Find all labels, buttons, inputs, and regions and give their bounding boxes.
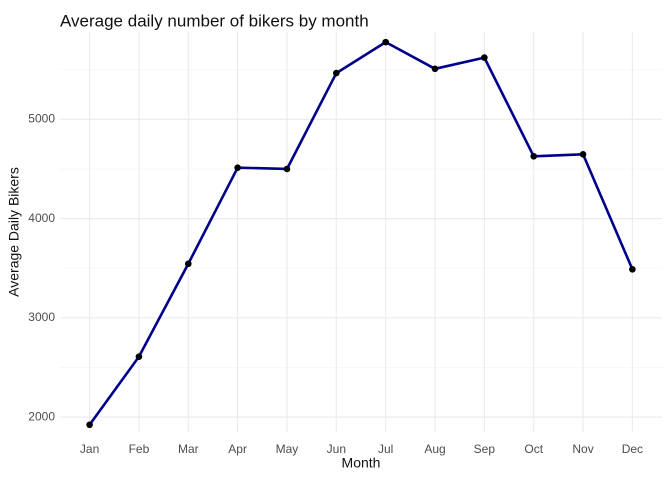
y-tick-label: 3000 — [28, 310, 55, 324]
x-tick-label: Oct — [524, 442, 543, 456]
y-tick-label: 4000 — [28, 211, 55, 225]
data-point — [234, 164, 241, 171]
y-tick-label: 5000 — [28, 112, 55, 126]
minor-gridlines — [60, 69, 662, 368]
x-tick-label: Mar — [178, 442, 199, 456]
data-point — [184, 260, 192, 268]
series-layer — [88, 40, 634, 427]
x-tick-label: May — [276, 442, 299, 456]
data-point — [629, 266, 636, 273]
data-point — [481, 54, 488, 61]
y-axis-title: Average Daily Bikers — [6, 167, 22, 297]
chart-title: Average daily number of bikers by month — [60, 11, 369, 30]
x-tick-label: Aug — [424, 442, 445, 456]
point-layer — [86, 38, 636, 429]
data-point — [382, 38, 389, 46]
x-tick-label: Sep — [474, 442, 496, 456]
data-point — [431, 65, 439, 73]
x-tick-label: Jul — [378, 442, 393, 456]
x-axis-ticks: Jan Feb Mar Apr May Jun Jul Aug Sep Oct Nov Dec — [80, 442, 643, 456]
x-tick-label: Dec — [622, 442, 643, 456]
data-point — [579, 150, 587, 158]
data-point — [86, 421, 93, 429]
data-point — [135, 353, 143, 360]
x-tick-label: Apr — [228, 442, 247, 456]
y-axis-ticks: 2000 3000 4000 5000 — [28, 112, 55, 424]
data-point — [530, 152, 538, 160]
x-tick-label: Feb — [129, 442, 150, 456]
series-line — [88, 40, 634, 427]
x-axis-title: Month — [342, 455, 381, 471]
x-tick-label: Nov — [572, 442, 593, 456]
major-gridlines — [60, 32, 662, 432]
data-point — [333, 69, 340, 77]
x-tick-label: Jun — [327, 442, 346, 456]
x-tick-label: Jan — [80, 442, 99, 456]
data-point — [283, 165, 291, 173]
y-tick-label: 2000 — [28, 409, 55, 423]
